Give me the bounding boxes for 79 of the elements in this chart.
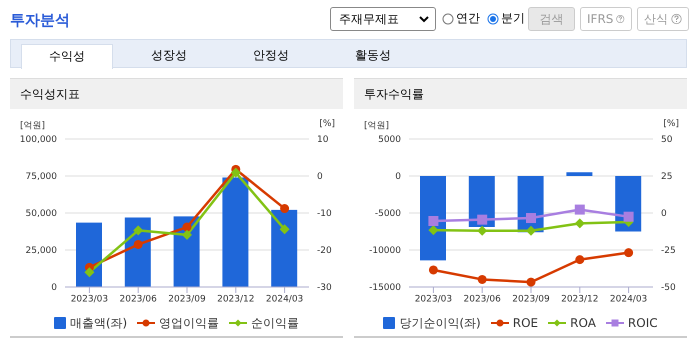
y-tick-label: -5000 [374, 209, 402, 220]
x-tick-label: 2023/09 [168, 294, 206, 304]
legend-label: 영업이익률 [159, 314, 220, 332]
y-tick-label: 25,000 [26, 246, 58, 256]
point [134, 240, 143, 249]
y-tick-label: -10000 [369, 246, 402, 256]
y2-tick-label: 10 [317, 135, 329, 146]
point [624, 248, 634, 258]
chart-title: 투자수익률 [354, 78, 687, 109]
point [624, 212, 634, 222]
text: 수익성 [21, 44, 113, 69]
text: 성장성 [150, 47, 188, 64]
x-tick-label: 2023/03 [70, 294, 108, 304]
point [182, 222, 192, 232]
bar [271, 210, 298, 287]
x-tick-label: 2023/06 [464, 294, 502, 304]
text: 투자분석 [10, 11, 70, 30]
y2-tick-label: 25 [661, 172, 672, 182]
point [477, 214, 488, 225]
point [574, 204, 585, 215]
y-axis-title: [억원] [364, 120, 390, 132]
text: 분기 [501, 10, 525, 27]
point [182, 230, 192, 240]
y-tick-label: -15000 [369, 283, 402, 294]
point [477, 226, 488, 236]
point [84, 267, 94, 278]
legend-label: ROA [570, 316, 596, 330]
point [428, 225, 438, 236]
point [575, 255, 584, 264]
text: 검색 [528, 7, 575, 31]
x-tick-label: 2023/12 [561, 294, 598, 304]
y-axis-title: [억원] [20, 120, 46, 132]
text: 주재무제표 [339, 10, 399, 28]
y-tick-label: 75,000 [26, 172, 58, 182]
x-tick-label: 2023/06 [120, 294, 158, 304]
y2-tick-label: 0 [661, 209, 667, 220]
point [428, 216, 438, 226]
y-tick-label: 100,000 [20, 135, 58, 146]
legend-label: 매출액(좌) [70, 314, 128, 332]
point [280, 204, 290, 214]
text: 산식 [644, 10, 668, 28]
x-tick-label: 2023/09 [512, 294, 550, 304]
bar [76, 222, 102, 287]
text: 안정성 [252, 47, 290, 64]
legend-label: 순이익률 [251, 314, 300, 332]
y2-tick-label: -25 [661, 246, 676, 256]
x-tick-label: 2023/03 [414, 294, 452, 304]
point [526, 213, 536, 224]
text: 활동성 [354, 47, 392, 64]
point [478, 274, 487, 284]
y2-axis-title: [%] [319, 119, 335, 129]
bar [222, 177, 248, 287]
chart-title: 수익성지표 [10, 78, 343, 109]
point [526, 226, 536, 236]
y2-tick-label: -30 [317, 283, 332, 294]
y-tick-label: 0 [395, 172, 402, 182]
point [133, 225, 144, 236]
y-tick-label: 0 [51, 283, 58, 294]
legend-label: ROIC [628, 316, 658, 330]
y2-tick-label: -20 [317, 246, 332, 256]
y2-tick-label: -10 [317, 209, 332, 220]
legend-label: 당기순이익(좌) [399, 314, 481, 332]
text: IFRS [587, 12, 614, 26]
point [230, 168, 241, 178]
y-tick-label: 5000 [378, 135, 402, 146]
point [428, 265, 438, 274]
point [280, 224, 290, 234]
point [574, 218, 585, 228]
point [526, 278, 536, 287]
x-tick-label: 2023/12 [217, 294, 254, 304]
y2-tick-label: 0 [317, 172, 323, 182]
x-tick-label: 2024/03 [266, 294, 304, 304]
y2-tick-label: -50 [661, 283, 676, 294]
y2-tick-label: 50 [661, 135, 673, 146]
y-tick-label: 50,000 [26, 209, 58, 220]
x-tick-label: 2024/03 [610, 294, 648, 304]
y2-axis-title: [%] [663, 119, 679, 129]
text: 연간 [456, 10, 480, 27]
legend-label: ROE [512, 316, 538, 330]
